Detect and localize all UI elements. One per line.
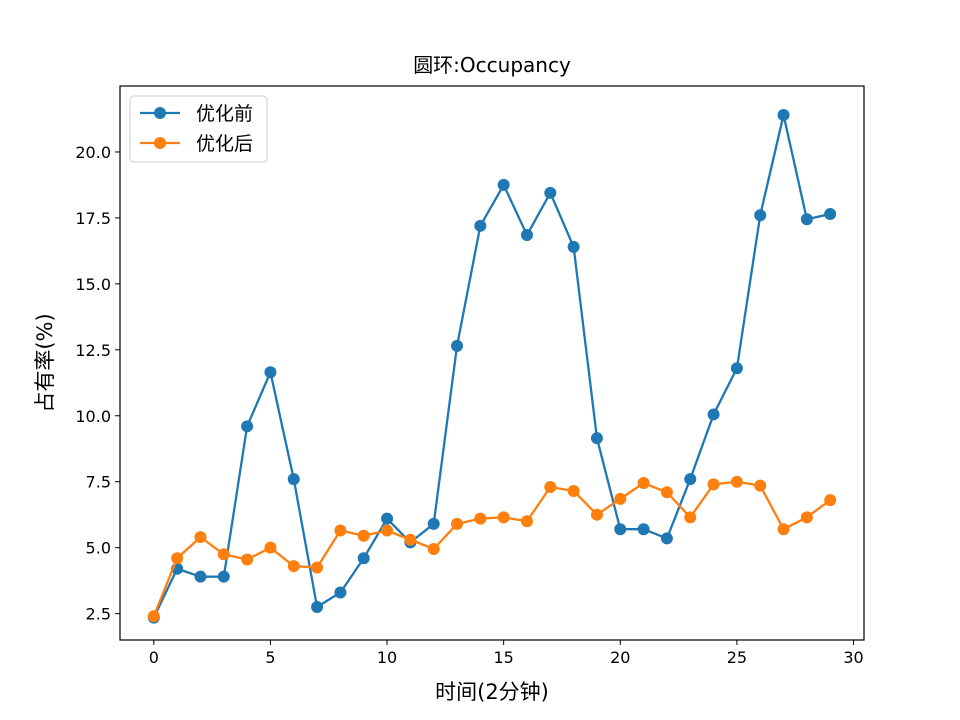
series-0-point-13 (451, 339, 464, 352)
y-axis-label: 占有率(%) (33, 313, 57, 412)
series-1-point-3 (217, 548, 230, 561)
series-1-point-5 (264, 541, 277, 554)
series-line-0 (152, 113, 831, 619)
chart-title: 圆环:Occupancy (413, 53, 571, 77)
legend-marker-after (154, 137, 166, 149)
series-1-point-4 (241, 553, 254, 566)
x-tick-label-5: 5 (265, 648, 275, 667)
series-0-point-21 (637, 523, 650, 536)
series-0-point-6 (287, 473, 300, 486)
plot-area (147, 109, 837, 624)
series-0-point-7 (311, 601, 324, 614)
series-1-point-15 (497, 511, 510, 524)
series-1-point-23 (684, 511, 697, 524)
series-0-point-26 (754, 209, 767, 222)
series-1-point-0 (147, 610, 160, 623)
legend-label-before: 优化前 (196, 103, 253, 125)
series-0-point-14 (474, 219, 487, 232)
series-0-point-28 (800, 213, 813, 226)
series-0-point-22 (660, 532, 673, 545)
series-0-point-5 (264, 366, 277, 379)
series-1-point-12 (427, 542, 440, 555)
series-0-point-23 (684, 473, 697, 486)
series-1-point-2 (194, 531, 207, 544)
axes: 0 5 10 15 20 25 30 2.5 5.0 7.5 10.0 12.5 15.0 17.5 20.… (75, 143, 863, 667)
series-0-point-17 (544, 186, 557, 199)
series-1-point-1 (171, 552, 184, 565)
series-0-point-3 (217, 570, 230, 583)
legend: 优化前 优化后 (129, 95, 268, 163)
series-1-point-8 (334, 524, 347, 537)
series-0-point-8 (334, 586, 347, 599)
series-1-point-18 (567, 484, 580, 497)
series-0-point-15 (497, 178, 510, 191)
series-1-point-11 (404, 533, 417, 546)
series-1-point-25 (730, 475, 743, 488)
series-1-point-26 (754, 479, 767, 492)
y-tick-label-20: 20.0 (75, 143, 111, 162)
series-1-point-14 (474, 512, 487, 525)
series-0-point-10 (381, 512, 394, 525)
x-axis-label: 时间(2分钟) (435, 680, 549, 704)
y-tick-label-7.5: 7.5 (86, 473, 111, 492)
series-0-point-9 (357, 552, 370, 565)
y-tick-label-15: 15.0 (75, 275, 111, 294)
y-tick-label-12.5: 12.5 (75, 341, 111, 360)
legend-label-after: 优化后 (196, 133, 253, 155)
series-1-point-9 (357, 529, 370, 542)
x-tick-label-10: 10 (377, 648, 397, 667)
series-0-point-25 (730, 362, 743, 375)
x-tick-label-30: 30 (843, 648, 863, 667)
series-0-point-19 (590, 432, 603, 445)
series-1-point-17 (544, 480, 557, 493)
series-1-point-7 (311, 561, 324, 574)
series-0-point-18 (567, 240, 580, 253)
series-1-point-24 (707, 478, 720, 491)
series-1-point-20 (614, 492, 627, 505)
series-0-point-27 (777, 109, 790, 122)
series-0-point-12 (427, 517, 440, 530)
legend-marker-before (154, 107, 166, 119)
series-1-point-16 (520, 515, 533, 528)
series-0-point-4 (241, 420, 254, 433)
y-tick-label-2.5: 2.5 (86, 605, 111, 624)
series-1-point-21 (637, 477, 650, 490)
series-0-point-24 (707, 408, 720, 421)
series-1-point-29 (824, 494, 837, 507)
series-0-point-20 (614, 523, 627, 536)
series-1-point-28 (800, 511, 813, 524)
series-1-point-6 (287, 560, 300, 573)
series-1-point-10 (381, 524, 394, 537)
x-tick-label-25: 25 (727, 648, 747, 667)
series-1-point-13 (451, 517, 464, 530)
series-0-point-2 (194, 570, 207, 583)
series-1-point-27 (777, 523, 790, 536)
series-1-point-22 (660, 486, 673, 499)
plot-frame (119, 85, 865, 641)
series-0-point-16 (520, 229, 533, 242)
y-tick-label-17.5: 17.5 (75, 209, 111, 228)
x-tick-label-0: 0 (149, 648, 159, 667)
y-tick-label-5: 5.0 (86, 539, 111, 558)
y-tick-label-10: 10.0 (75, 407, 111, 426)
series-0-point-29 (824, 207, 837, 220)
x-tick-label-15: 15 (493, 648, 513, 667)
series-1-point-19 (590, 508, 603, 521)
x-tick-label-20: 20 (610, 648, 630, 667)
